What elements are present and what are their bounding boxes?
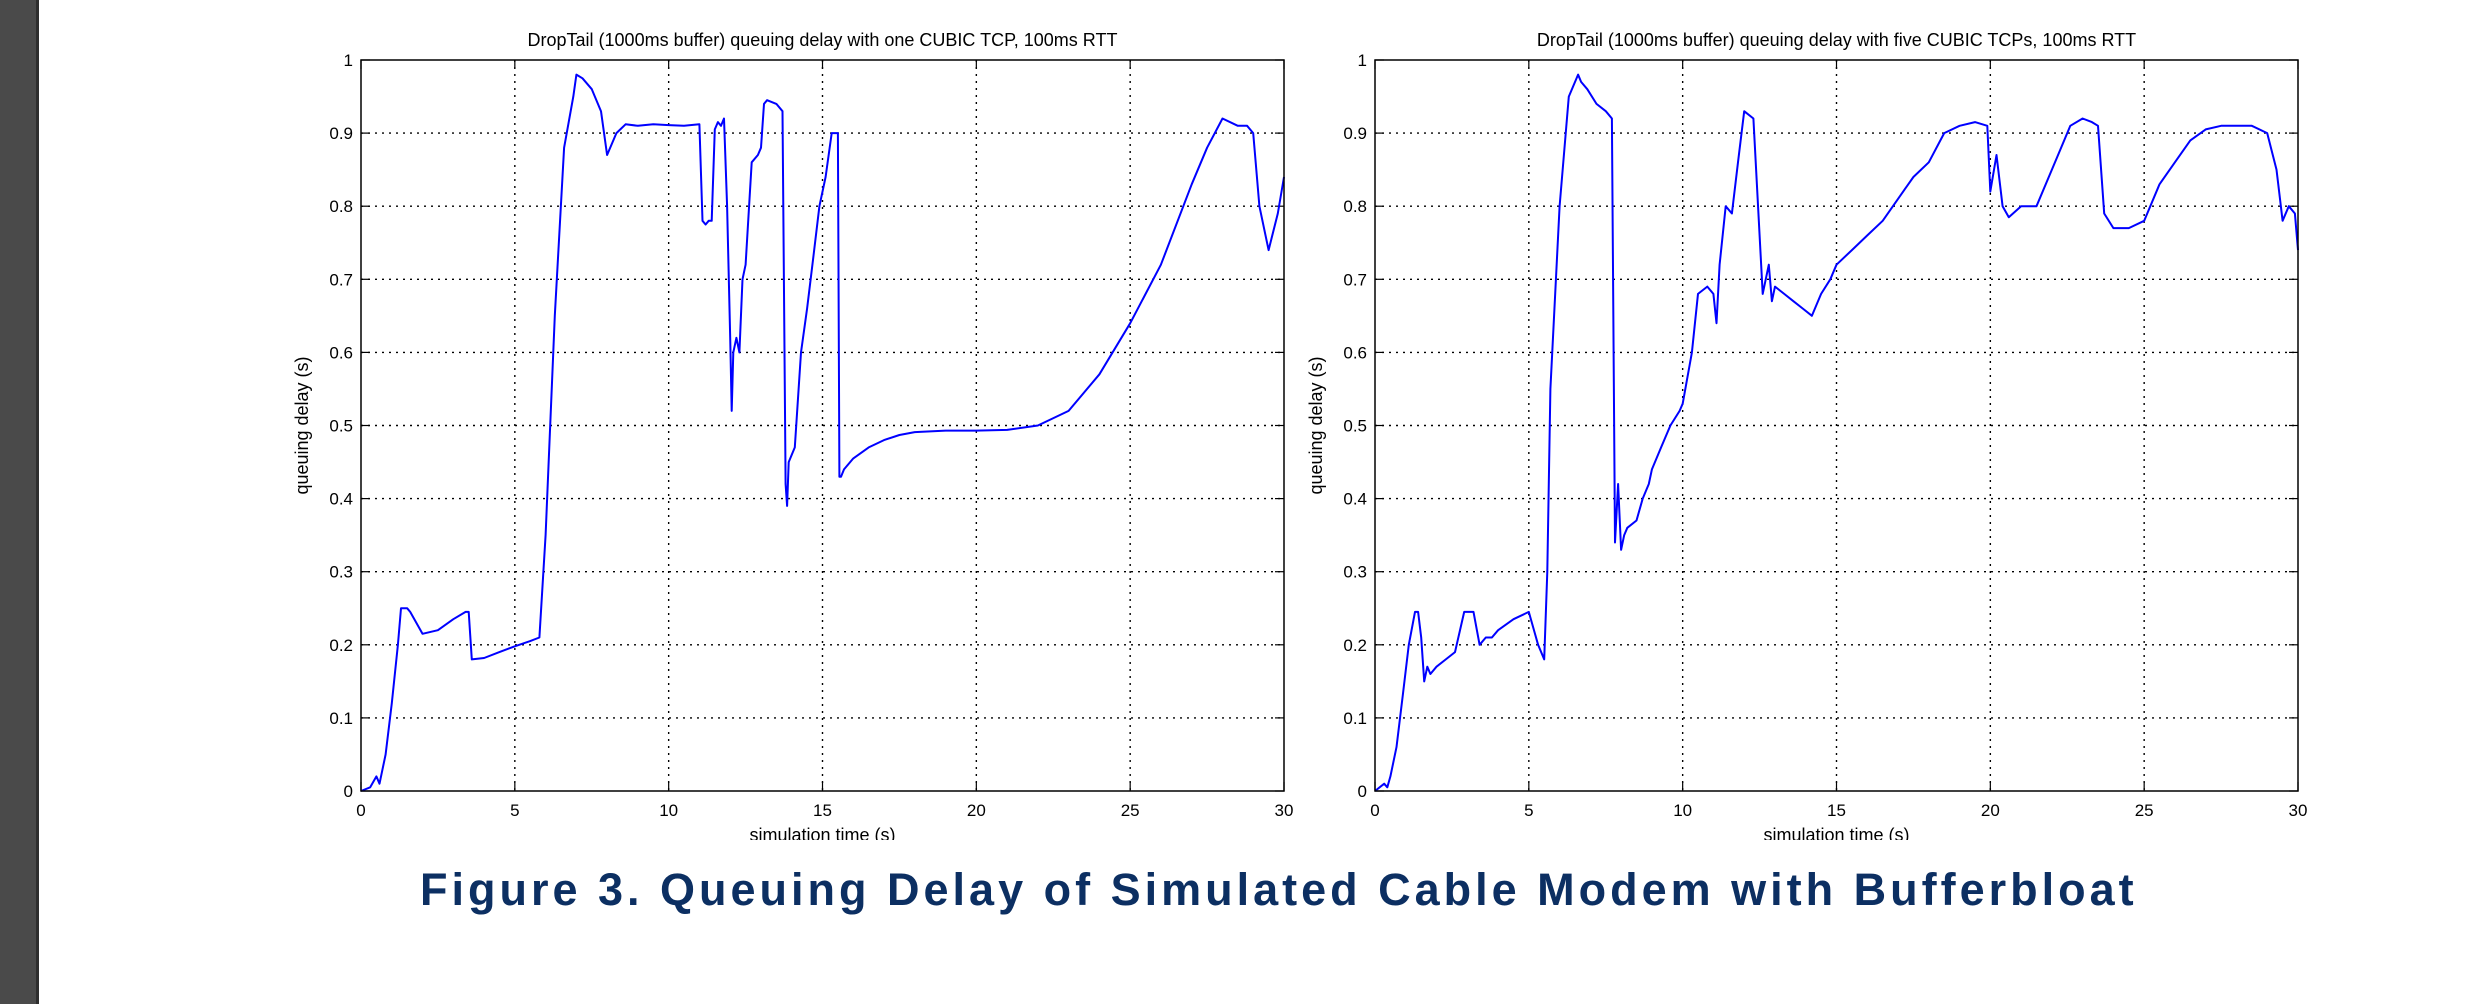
y-tick-label: 0 bbox=[344, 782, 353, 801]
x-tick-label: 20 bbox=[1981, 801, 2000, 820]
x-tick-label: 10 bbox=[1673, 801, 1692, 820]
figure-caption: Figure 3. Queuing Delay of Simulated Cab… bbox=[420, 864, 2138, 915]
y-tick-label: 0.2 bbox=[329, 636, 353, 655]
y-axis-label: queuing delay (s) bbox=[292, 356, 312, 494]
plot-title: DropTail (1000ms buffer) queuing delay w… bbox=[528, 30, 1118, 50]
y-tick-label: 0.9 bbox=[329, 124, 353, 143]
y-axis-label: queuing delay (s) bbox=[1306, 356, 1326, 494]
y-tick-label: 0.8 bbox=[329, 197, 353, 216]
y-tick-label: 0.8 bbox=[1343, 197, 1367, 216]
y-tick-label: 0.4 bbox=[329, 490, 353, 509]
series-line bbox=[1374, 73, 2299, 792]
series-line bbox=[360, 73, 1285, 792]
x-tick-label: 0 bbox=[356, 801, 365, 820]
chart-svg: 0 5 10 15 20 25 3000.10.20.30.40.50.60.70.80.9… bbox=[292, 30, 2307, 840]
x-tick-label: 25 bbox=[2135, 801, 2154, 820]
y-tick-label: 0.5 bbox=[1343, 417, 1367, 436]
x-tick-label: 15 bbox=[813, 801, 832, 820]
y-tick-label: 0.6 bbox=[329, 343, 353, 362]
y-tick-label: 0.1 bbox=[329, 709, 353, 728]
plot-frame bbox=[1374, 59, 2299, 792]
x-tick-label: 5 bbox=[1524, 801, 1533, 820]
x-tick-label: 0 bbox=[1370, 801, 1379, 820]
x-tick-label: 5 bbox=[510, 801, 519, 820]
y-tick-label: 0.1 bbox=[1343, 709, 1367, 728]
chart-figure: 0 5 10 15 20 25 30 0 0.1 0.2 0.3 0.4 0.5 0.6 0.7 0.8 0.9… bbox=[270, 0, 2310, 840]
y-tick-label: 0.2 bbox=[1343, 636, 1367, 655]
x-tick-label: 25 bbox=[1121, 801, 1140, 820]
x-tick-label: 30 bbox=[1275, 801, 1294, 820]
plot-panel-2: 0 5 10 15 20 25 30 0 0.1 0.2 0.3 0.4 0.5 0.6 0.7 0.8 0.9… bbox=[1306, 30, 2307, 840]
y-tick-label: 1 bbox=[1358, 51, 1367, 70]
x-tick-label: 15 bbox=[1827, 801, 1846, 820]
plot-frame bbox=[360, 59, 1285, 792]
y-tick-label: 0.3 bbox=[329, 563, 353, 582]
left-frame-edge bbox=[36, 0, 39, 1004]
y-tick-label: 0.5 bbox=[329, 417, 353, 436]
y-tick-label: 0.9 bbox=[1343, 124, 1367, 143]
y-tick-label: 0.6 bbox=[1343, 343, 1367, 362]
y-tick-label: 0 bbox=[1358, 782, 1367, 801]
y-tick-label: 1 bbox=[344, 51, 353, 70]
x-tick-label: 30 bbox=[2289, 801, 2308, 820]
plot-panel-1: 0 5 10 15 20 25 30 0 0.1 0.2 0.3 0.4 0.5 0.6 0.7 0.8 0.9… bbox=[292, 30, 1293, 840]
y-tick-label: 0.4 bbox=[1343, 490, 1367, 509]
left-window-frame bbox=[0, 0, 36, 1004]
y-tick-label: 0.7 bbox=[329, 270, 353, 289]
plot-title: DropTail (1000ms buffer) queuing delay w… bbox=[1537, 30, 2136, 50]
x-tick-label: 10 bbox=[659, 801, 678, 820]
x-axis-label: simulation time (s) bbox=[1763, 825, 1909, 840]
x-axis-label: simulation time (s) bbox=[749, 825, 895, 840]
x-tick-label: 20 bbox=[967, 801, 986, 820]
y-tick-label: 0.7 bbox=[1343, 270, 1367, 289]
y-tick-label: 0.3 bbox=[1343, 563, 1367, 582]
